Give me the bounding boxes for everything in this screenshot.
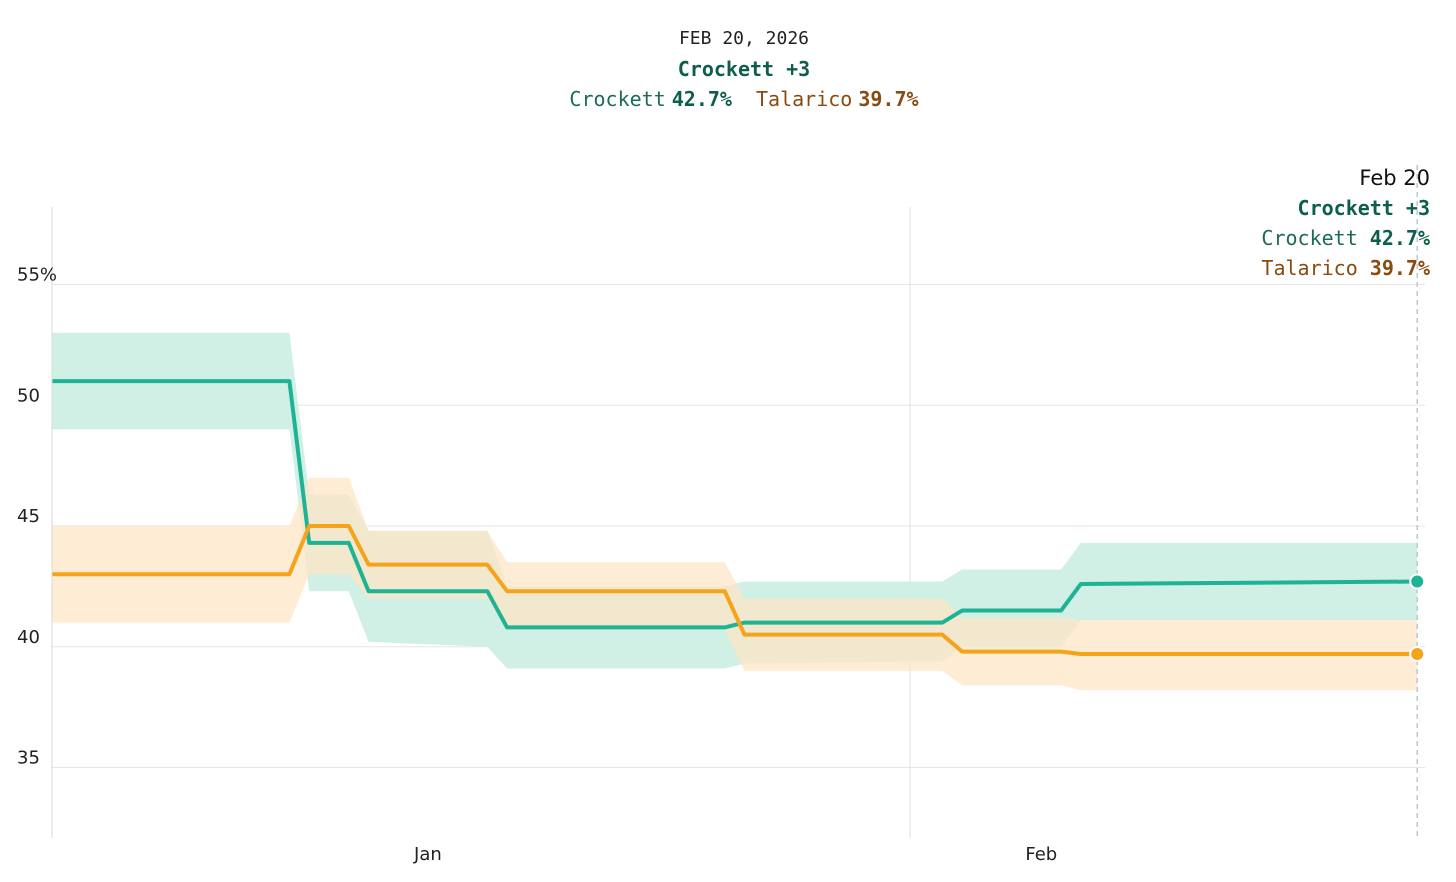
header-date: FEB 20, 2026 [678,28,810,49]
y-tick-label: 40 [17,627,40,648]
tooltip-lead: Crockett +3 [1297,196,1430,220]
x-tick-label: Feb [1025,844,1057,865]
header-lead: Crockett +3 [677,57,811,81]
tooltip-crockett: Crockett 42.7% [1261,226,1430,250]
tooltip-talarico: Talarico 39.7% [1261,256,1430,280]
series-lines [52,379,1418,656]
header-talarico-value: 39.7% [858,87,919,111]
y-tick-label: 45 [17,506,40,527]
chart-header: FEB 20, 2026 Crockett +3 Crockett 42.7% T… [0,28,1456,111]
y-tick-label: 55% [17,265,57,286]
axes: 55% 50 45 40 35 Jan Feb [17,165,1418,865]
tooltip-talarico-label: Talarico [1261,256,1358,280]
x-tick-label: Jan [413,844,442,865]
hover-tooltip: Feb 20 Crockett +3 Crockett 42.7% Talari… [1261,166,1430,280]
header-talarico-label: Talarico [756,87,853,111]
tooltip-crockett-value: 42.7% [1369,226,1430,250]
point-talarico[interactable] [1409,645,1426,662]
point-crockett[interactable] [1409,573,1426,590]
y-tick-label: 35 [17,748,40,769]
header-crockett-label: Crockett [569,87,666,111]
line-talarico [52,524,1418,656]
header-values: Crockett 42.7% Talarico 39.7% [0,87,1456,111]
band-talarico [52,477,1418,691]
header-crockett-value: 42.7% [671,87,732,111]
tooltip-date: Feb 20 [1359,166,1430,190]
end-points[interactable] [1409,573,1426,662]
gridlines [52,207,1425,838]
tooltip-talarico-value: 39.7% [1369,256,1430,280]
line-crockett [52,379,1418,630]
tooltip-crockett-label: Crockett [1261,226,1358,250]
uncertainty-bands [52,332,1418,691]
y-tick-label: 50 [17,385,40,406]
